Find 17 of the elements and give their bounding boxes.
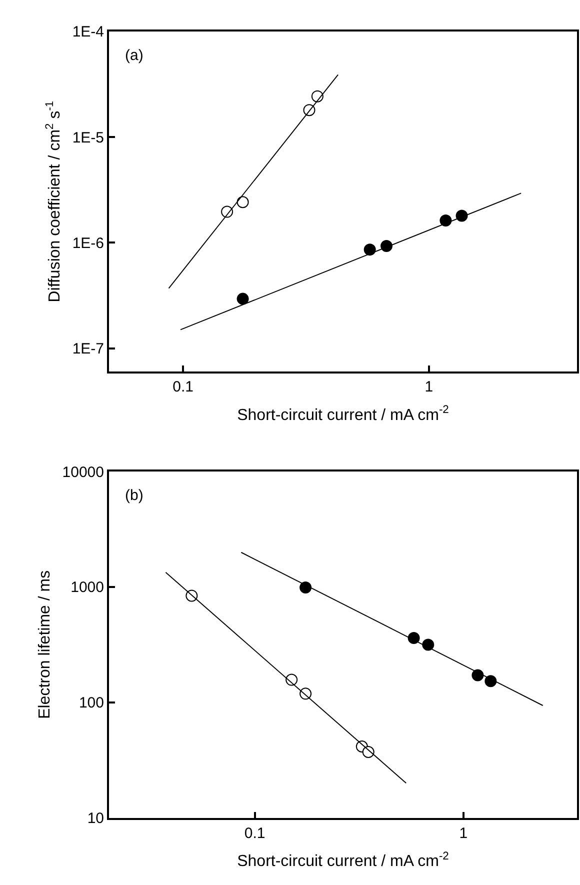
y-axis-title: Electron lifetime / ms — [36, 570, 54, 719]
y-tick-label: 1E-6 — [72, 234, 104, 252]
x-tick-label: 0.1 — [172, 378, 194, 396]
y-tick-label: 1E-4 — [72, 24, 104, 41]
x-tick-label: 1 — [424, 378, 434, 396]
y-tick-label: 1E-7 — [72, 340, 104, 358]
y-tick-label: 10000 — [62, 464, 104, 481]
annotation: (a) — [125, 47, 144, 64]
y-tick-label: 10 — [87, 810, 104, 828]
y-tick-label: 1E-5 — [72, 129, 104, 146]
y-tick-label: 1000 — [70, 579, 104, 596]
annotation: (b) — [125, 487, 144, 504]
x-axis-title: Short-circuit current / mA cm$^{-2}$ — [237, 404, 449, 424]
x-tick-label: 1 — [459, 824, 468, 842]
y-tick-label: 100 — [78, 694, 104, 712]
x-axis-title: Short-circuit current / mA cm$^{-2}$ — [237, 850, 449, 870]
x-tick-label: 0.1 — [244, 824, 266, 842]
